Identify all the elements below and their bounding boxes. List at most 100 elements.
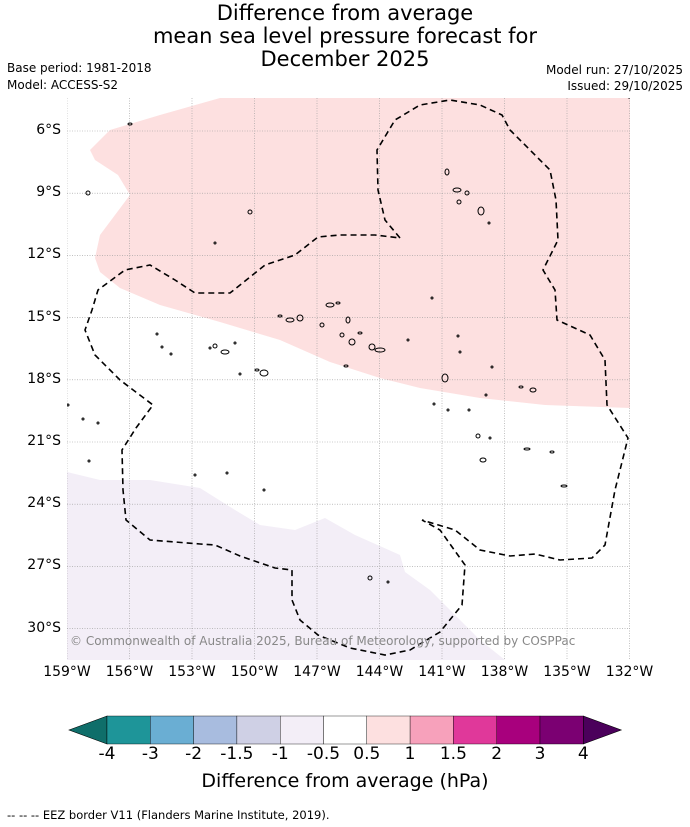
- island: [432, 402, 436, 406]
- colorbar-tick-label: 0.5: [353, 744, 381, 764]
- island: [487, 221, 491, 225]
- colorbar-swatch: [236, 715, 281, 745]
- title-line-3: December 2025: [260, 47, 430, 71]
- colorbar-swatch: [366, 715, 411, 745]
- island: [296, 314, 304, 322]
- negative-anomaly-region: [67, 472, 505, 660]
- model-run: Model run: 27/10/2025: [545, 63, 683, 77]
- lat-label: 27°S: [27, 557, 61, 574]
- lon-label: 138°W: [480, 664, 529, 680]
- island: [456, 199, 462, 205]
- island: [254, 368, 260, 372]
- colorbar-tick-label: 2: [491, 744, 503, 764]
- colorbar-tick-label: -1: [271, 744, 289, 764]
- colorbar-extend-max: [582, 715, 623, 745]
- lon-label: 159°W: [43, 664, 91, 680]
- lat-label: 6°S: [36, 122, 61, 138]
- lat-label: 9°S: [36, 184, 61, 201]
- model-name: Model: ACCESS-S2: [7, 78, 119, 92]
- island: [193, 473, 197, 477]
- lat-label: 21°S: [27, 433, 61, 449]
- island: [277, 314, 283, 318]
- lon-label: 144°W: [355, 664, 404, 680]
- islands: [67, 98, 630, 584]
- island: [446, 408, 450, 412]
- map-grid: [67, 98, 630, 660]
- island: [212, 343, 218, 349]
- lat-label: 12°S: [27, 246, 61, 263]
- lat-label: 24°S: [27, 495, 61, 512]
- island: [238, 372, 242, 376]
- colorbar-tick-label: -0.5: [306, 744, 341, 764]
- island: [325, 302, 335, 308]
- colorbar: [68, 715, 623, 745]
- island: [458, 350, 462, 354]
- title-line-1: Difference from average: [216, 1, 474, 25]
- colorbar-tick-label: 1.5: [439, 744, 467, 764]
- island: [262, 488, 266, 492]
- colorbar-swatch: [323, 715, 367, 745]
- island: [523, 447, 531, 451]
- island: [208, 346, 212, 350]
- colorbar-tick-label: 1: [404, 744, 416, 764]
- island: [452, 187, 462, 193]
- colorbar-swatch: [280, 715, 324, 745]
- island: [259, 369, 269, 377]
- colorbar-tick-label: -1.5: [220, 744, 254, 764]
- island: [441, 373, 449, 383]
- lon-label: 156°W: [105, 664, 154, 680]
- lon-label: 147°W: [293, 664, 341, 680]
- island: [484, 393, 488, 397]
- island: [529, 387, 537, 393]
- eez-border-french-polynesia: [84, 99, 629, 656]
- island: [490, 365, 494, 369]
- eez-legend: -- -- -- EEZ border V11 (Flanders Marine…: [7, 808, 330, 822]
- island: [464, 190, 470, 196]
- colorbar-swatch: [409, 715, 454, 745]
- island: [345, 316, 351, 324]
- island: [160, 345, 164, 349]
- island: [67, 403, 70, 407]
- colorbar-swatch: [539, 715, 584, 745]
- colorbar-swatch: [496, 715, 541, 745]
- island: [348, 338, 356, 346]
- base-period: Base period: 1981-2018: [7, 61, 152, 75]
- positive-anomaly-region: [90, 98, 630, 408]
- island: [368, 343, 376, 351]
- island: [430, 296, 434, 300]
- island: [444, 168, 450, 176]
- lon-label: 141°W: [418, 664, 466, 680]
- lat-label: 15°S: [27, 308, 61, 325]
- lon-label: 132°W: [605, 664, 654, 680]
- island: [169, 352, 173, 356]
- island: [518, 385, 524, 389]
- island: [285, 317, 295, 323]
- island: [477, 206, 485, 216]
- lon-label: 153°W: [168, 664, 216, 680]
- island: [87, 459, 91, 463]
- map-area: [67, 98, 630, 660]
- island: [479, 457, 487, 463]
- island: [127, 122, 133, 126]
- island: [374, 347, 386, 353]
- colorbar-swatch: [193, 715, 238, 745]
- island: [225, 471, 229, 475]
- island: [357, 331, 363, 335]
- issued-date: Issued: 29/10/2025: [567, 79, 683, 93]
- island: [367, 575, 373, 581]
- island: [560, 484, 568, 488]
- lat-label: 30°S: [27, 619, 61, 636]
- island: [81, 417, 85, 421]
- eez-borders: [84, 99, 629, 656]
- colorbar-tick-label: 4: [577, 744, 589, 764]
- island: [85, 190, 91, 196]
- island: [488, 436, 492, 440]
- lon-label: 150°W: [230, 664, 279, 680]
- island: [467, 408, 471, 412]
- colorbar-tick-label: -2: [185, 744, 203, 764]
- title-line-2: mean sea level pressure forecast for: [152, 24, 538, 48]
- island: [406, 338, 410, 342]
- copyright-notice: © Commonwealth of Australia 2025, Bureau…: [70, 634, 576, 648]
- island: [549, 450, 555, 454]
